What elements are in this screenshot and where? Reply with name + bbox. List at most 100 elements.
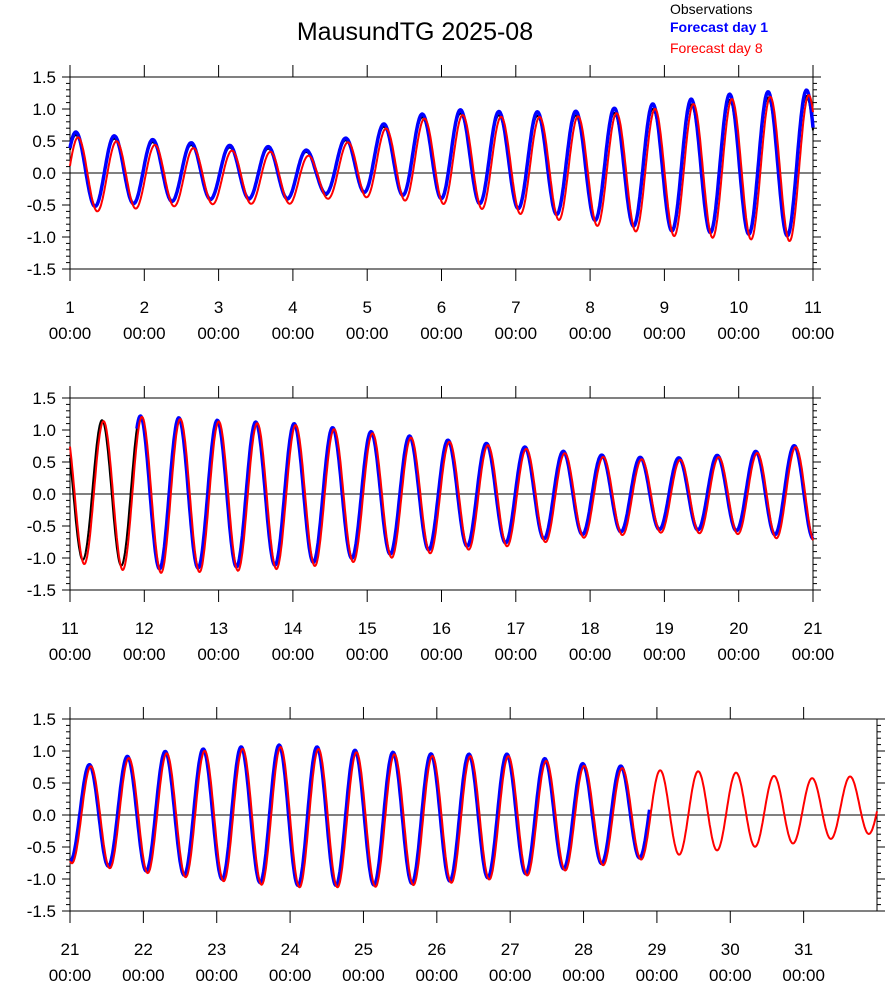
x-tick-day: 16 xyxy=(432,619,451,638)
x-tick-day: 9 xyxy=(660,298,669,317)
y-tick-label: -0.5 xyxy=(27,517,56,536)
y-tick-label: -0.5 xyxy=(27,196,56,215)
x-tick-time: 00:00 xyxy=(495,645,538,664)
x-tick-day: 13 xyxy=(209,619,228,638)
x-tick-time: 00:00 xyxy=(420,324,463,343)
x-axis: 21 00:00 22 00:00 23 00:00 24 00:00 25 00:00 26 00:… xyxy=(49,707,825,985)
x-tick-time: 00:00 xyxy=(717,324,760,343)
y-axis: 1.5 1.0 0.5 0.0 -0.5 -1.0 -1.5 xyxy=(27,710,885,921)
x-tick-day: 10 xyxy=(729,298,748,317)
x-tick-time: 00:00 xyxy=(717,645,760,664)
x-tick-time: 00:00 xyxy=(123,324,166,343)
y-tick-label: 0.5 xyxy=(32,132,56,151)
x-tick-time: 00:00 xyxy=(346,645,389,664)
x-tick-day: 4 xyxy=(288,298,297,317)
y-tick-label: 1.0 xyxy=(32,100,56,119)
y-tick-label: -0.5 xyxy=(27,838,56,857)
x-tick-day: 15 xyxy=(358,619,377,638)
chart-title: MausundTG 2025-08 xyxy=(297,18,533,46)
x-tick-time: 00:00 xyxy=(562,966,605,985)
x-tick-day: 11 xyxy=(804,298,822,317)
legend-forecast-day-1: Forecast day 1 xyxy=(670,19,768,35)
y-axis: 1.5 1.0 0.5 0.0 -0.5 -1.0 -1.5 xyxy=(27,389,821,600)
x-tick-day: 1 xyxy=(65,298,74,317)
x-tick-time: 00:00 xyxy=(49,324,92,343)
x-tick-day: 30 xyxy=(721,940,740,959)
y-tick-label: 1.5 xyxy=(32,68,56,87)
x-tick-time: 00:00 xyxy=(782,966,825,985)
y-tick-label: -1.5 xyxy=(27,902,56,921)
y-tick-label: 0.5 xyxy=(32,774,56,793)
x-tick-time: 00:00 xyxy=(197,645,240,664)
x-tick-day: 19 xyxy=(655,619,674,638)
legend: Observations Forecast day 1 Forecast day… xyxy=(670,1,768,56)
x-tick-day: 14 xyxy=(283,619,302,638)
forecast-day-8-line xyxy=(69,94,814,242)
x-tick-day: 27 xyxy=(501,940,520,959)
x-tick-day: 2 xyxy=(140,298,149,317)
x-tick-day: 29 xyxy=(647,940,666,959)
x-tick-day: 21 xyxy=(61,940,80,959)
y-tick-label: 1.0 xyxy=(32,421,56,440)
x-tick-day: 7 xyxy=(511,298,520,317)
x-tick-time: 00:00 xyxy=(420,645,463,664)
x-tick-time: 00:00 xyxy=(416,966,459,985)
series-group xyxy=(68,743,878,889)
panels: 1.5 1.0 0.5 0.0 -0.5 -1.0 -1.5 1 00:00 2 00:00 3 00:… xyxy=(27,65,885,985)
x-tick-time: 00:00 xyxy=(643,645,686,664)
series-group xyxy=(69,414,815,574)
y-tick-label: -1.0 xyxy=(27,228,56,247)
x-tick-day: 20 xyxy=(729,619,748,638)
forecast-day-8-line xyxy=(69,746,878,889)
x-tick-time: 00:00 xyxy=(272,645,315,664)
x-tick-day: 3 xyxy=(214,298,223,317)
panel-1: 1.5 1.0 0.5 0.0 -0.5 -1.0 -1.5 1 00:00 2 00:00 3 00:… xyxy=(27,65,835,343)
x-tick-day: 25 xyxy=(354,940,373,959)
panel-3: 1.5 1.0 0.5 0.0 -0.5 -1.0 -1.5 21 00:00 22 00:00 23… xyxy=(27,707,885,985)
x-tick-day: 22 xyxy=(134,940,153,959)
x-tick-day: 18 xyxy=(581,619,600,638)
x-tick-day: 8 xyxy=(585,298,594,317)
x-tick-day: 5 xyxy=(362,298,371,317)
y-tick-label: 0.0 xyxy=(32,485,56,504)
x-tick-time: 00:00 xyxy=(346,324,389,343)
y-tick-label: -1.0 xyxy=(27,870,56,889)
y-tick-label: -1.0 xyxy=(27,549,56,568)
x-axis: 11 00:00 12 00:00 13 00:00 14 00:00 15 00:00 16 00:… xyxy=(49,386,835,664)
x-tick-day: 23 xyxy=(207,940,226,959)
x-tick-time: 00:00 xyxy=(636,966,679,985)
x-axis: 1 00:00 2 00:00 3 00:00 4 00:00 5 00:00 6 00:00 7 00:… xyxy=(49,65,835,343)
forecast-day-8-line xyxy=(69,415,814,574)
legend-observations: Observations xyxy=(670,1,752,17)
y-axis: 1.5 1.0 0.5 0.0 -0.5 -1.0 -1.5 xyxy=(27,68,821,279)
x-tick-time: 00:00 xyxy=(643,324,686,343)
x-tick-time: 00:00 xyxy=(122,966,165,985)
y-tick-label: 1.0 xyxy=(32,742,56,761)
y-tick-label: 1.5 xyxy=(32,710,56,729)
x-tick-time: 00:00 xyxy=(123,645,166,664)
x-tick-time: 00:00 xyxy=(569,324,612,343)
forecast-day-1-line xyxy=(135,414,815,571)
x-tick-time: 00:00 xyxy=(49,966,92,985)
x-tick-day: 24 xyxy=(281,940,300,959)
x-tick-time: 00:00 xyxy=(489,966,532,985)
y-tick-label: 0.5 xyxy=(32,453,56,472)
x-tick-day: 26 xyxy=(427,940,446,959)
x-tick-day: 21 xyxy=(804,619,823,638)
x-tick-time: 00:00 xyxy=(792,645,835,664)
x-tick-day: 31 xyxy=(794,940,813,959)
x-tick-time: 00:00 xyxy=(495,324,538,343)
x-tick-day: 6 xyxy=(437,298,446,317)
x-tick-time: 00:00 xyxy=(569,645,612,664)
y-tick-label: 0.0 xyxy=(32,164,56,183)
y-tick-label: 1.5 xyxy=(32,389,56,408)
panel-2: 1.5 1.0 0.5 0.0 -0.5 -1.0 -1.5 11 00:00 12 00:00 13… xyxy=(27,386,835,664)
x-tick-day: 17 xyxy=(506,619,525,638)
x-tick-time: 00:00 xyxy=(792,324,835,343)
x-tick-day: 28 xyxy=(574,940,593,959)
legend-forecast-day-8: Forecast day 8 xyxy=(670,40,763,56)
y-tick-label: 0.0 xyxy=(32,806,56,825)
x-tick-time: 00:00 xyxy=(272,324,315,343)
x-tick-time: 00:00 xyxy=(269,966,312,985)
